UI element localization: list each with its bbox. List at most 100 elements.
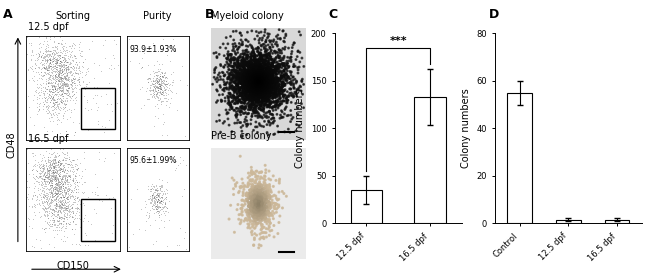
Point [261,88,272,93]
Point [66,203,77,207]
Point [289,86,300,90]
Point [250,198,261,202]
Point [254,189,264,194]
Point [248,76,258,80]
Point [270,69,280,74]
Point [42,59,52,63]
Point [291,79,302,83]
Point [254,73,264,77]
Point [250,56,261,61]
Point [73,66,84,71]
Point [54,224,64,229]
Point [263,62,273,66]
Point [246,208,256,213]
Point [47,198,58,203]
Point [253,79,263,83]
Point [233,77,244,81]
Point [55,163,65,168]
Point [49,185,60,190]
Point [255,197,265,202]
Point [47,50,58,55]
Point [242,213,253,217]
Point [252,79,262,84]
Point [248,74,258,78]
Point [257,57,267,62]
Point [255,80,265,84]
Point [258,79,268,83]
Point [252,78,263,82]
Point [153,95,163,100]
Point [54,179,64,183]
Point [254,202,264,206]
Point [58,194,69,199]
Point [246,99,256,103]
Point [53,116,63,121]
Point [245,72,255,76]
Point [231,52,241,57]
Point [238,65,248,69]
Point [81,70,91,74]
Point [246,84,256,88]
Point [262,70,272,74]
Point [263,191,273,195]
Point [247,66,257,71]
Point [57,158,68,163]
Point [251,78,261,82]
Point [151,183,161,188]
Point [49,173,59,177]
Point [51,97,62,101]
Point [245,220,255,224]
Point [257,77,268,82]
Point [56,206,66,211]
Point [151,187,161,191]
Point [268,39,279,44]
Point [47,189,57,194]
Point [258,77,268,81]
Point [68,89,78,93]
Point [254,121,265,126]
Point [268,77,278,81]
Point [57,79,68,84]
Point [248,82,258,86]
Point [231,110,242,114]
Point [51,193,62,198]
Point [254,202,264,206]
Point [250,213,260,218]
Point [233,58,244,63]
Point [157,84,168,88]
Point [50,84,60,89]
Point [240,75,250,79]
Point [46,77,56,82]
Point [49,220,59,225]
Point [229,97,239,101]
Point [173,163,183,168]
Point [260,72,270,77]
Point [265,89,275,93]
Point [250,90,260,95]
Point [251,85,261,89]
Point [51,225,62,230]
Point [286,52,296,56]
Point [271,92,281,97]
Point [235,76,246,81]
Point [265,73,275,77]
Point [56,201,66,206]
Point [271,101,281,105]
Point [53,162,63,167]
Point [266,68,276,73]
Point [151,78,162,83]
Point [153,79,164,83]
Point [261,84,271,88]
Point [60,74,70,79]
Point [40,194,50,199]
Point [58,58,68,62]
Point [237,110,247,114]
Point [261,52,272,56]
Point [279,95,289,100]
Point [257,201,268,205]
Point [261,210,272,214]
Point [261,78,272,82]
Point [235,71,245,76]
Point [255,54,265,58]
Point [175,155,185,159]
